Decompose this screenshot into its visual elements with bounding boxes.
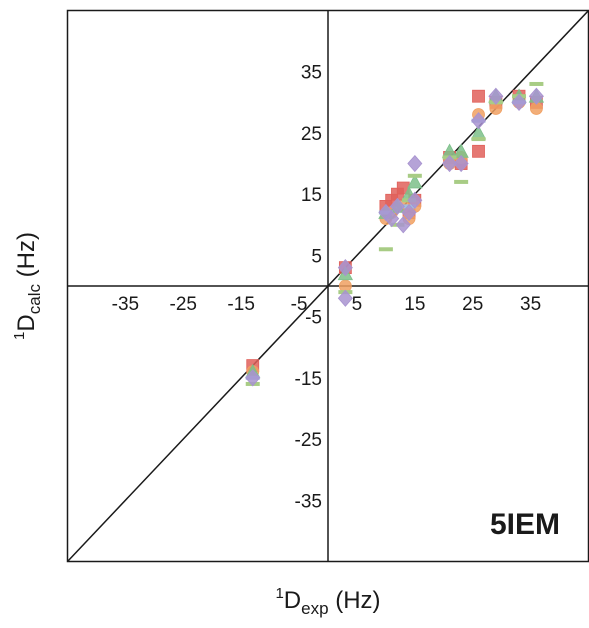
x-tick-label: -25	[170, 294, 197, 315]
y-tick-label: 35	[301, 63, 322, 84]
y-axis-title: 1Dcalc (Hz)	[11, 232, 44, 340]
data-point-diamond	[442, 154, 458, 173]
data-point-dash	[454, 179, 469, 184]
data-point-diamond	[528, 87, 544, 105]
x-tick-label: 5	[352, 294, 363, 315]
data-point-diamond	[384, 210, 400, 228]
data-point-dash	[529, 81, 544, 86]
data-point-dash	[407, 173, 422, 178]
y-tick-label: 25	[301, 124, 322, 145]
x-tick-label: 35	[520, 294, 541, 315]
x-axis-title-sub: exp	[301, 599, 328, 618]
data-point-square	[472, 144, 485, 158]
x-axis-title-prefix: 1	[275, 585, 283, 602]
y-tick-label: -15	[295, 369, 322, 390]
data-point-diamond	[389, 197, 405, 216]
data-point-square	[472, 89, 485, 103]
x-tick-label: -5	[291, 294, 308, 315]
structure-annotation: 5IEM	[490, 508, 560, 541]
data-point-diamond	[337, 289, 353, 307]
data-point-diamond	[401, 203, 417, 222]
data-point-diamond	[245, 369, 261, 387]
data-points	[245, 81, 545, 387]
data-point-diamond	[453, 154, 469, 173]
y-tick-label: 15	[301, 185, 322, 206]
y-tick-label: -5	[305, 308, 322, 329]
x-axis-title-suffix: (Hz)	[329, 587, 381, 614]
y-axis-title-sub: calc	[25, 284, 44, 315]
y-axis-title-prefix: 1	[11, 332, 28, 340]
x-axis-title-main: D	[284, 587, 301, 614]
x-tick-label: 15	[404, 294, 425, 315]
y-axis-title-suffix: (Hz)	[13, 232, 40, 284]
x-axis-title: 1Dexp (Hz)	[275, 585, 380, 618]
data-point-diamond	[337, 259, 353, 277]
axes	[66, 9, 589, 563]
y-tick-label: -35	[295, 491, 322, 512]
data-point-diamond	[511, 93, 527, 111]
data-point-diamond	[470, 112, 487, 130]
y-tick-label: -25	[295, 430, 322, 451]
x-tick-label: -15	[227, 294, 254, 315]
data-point-diamond	[407, 191, 423, 209]
x-tick-label: -35	[112, 294, 139, 315]
data-point-dash	[378, 247, 393, 252]
data-point-diamond	[395, 216, 411, 234]
data-point-diamond	[407, 154, 423, 173]
data-point-dash	[471, 137, 486, 142]
x-tick-label: 25	[462, 294, 483, 315]
y-tick-label: 5	[311, 246, 322, 267]
tick-labels: -35 -25 -15 -5 5 15 25 35 35 25 15 5 -5 -15 -25 -35	[112, 63, 542, 513]
data-point-diamond	[488, 87, 504, 105]
data-point-triangle	[407, 174, 423, 189]
y-axis-title-main: D	[13, 314, 40, 331]
